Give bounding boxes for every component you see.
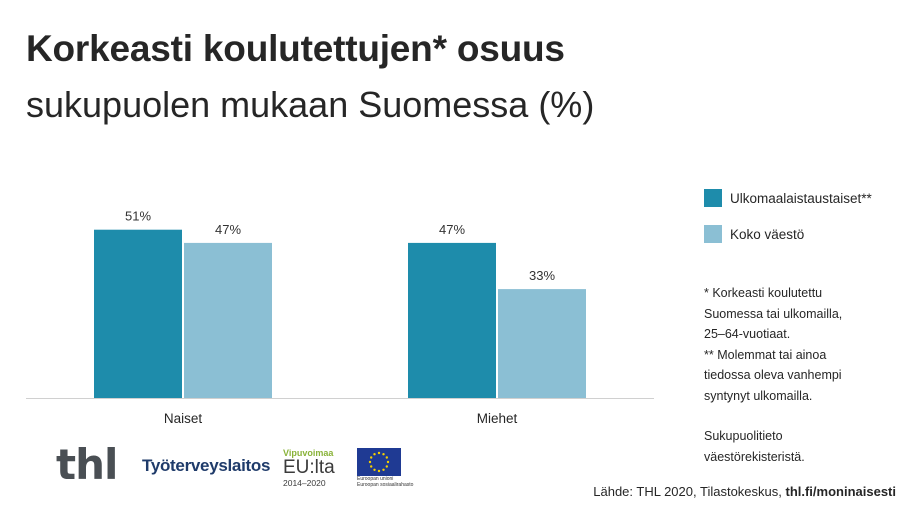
legend-label-series2: Koko väestö — [730, 226, 805, 242]
data-label: 33% — [529, 268, 555, 283]
bar-miehet-series1 — [408, 242, 496, 398]
data-label: 47% — [439, 222, 465, 237]
footnote-line: Suomessa tai ulkomailla, — [704, 306, 843, 321]
data-label: 51% — [125, 209, 151, 224]
footnote-line: syntynyt ulkomailla. — [704, 388, 813, 403]
x-tick-label: Naiset — [164, 411, 203, 426]
legend-swatch-series1 — [704, 189, 722, 207]
source-text: Lähde: THL 2020, Tilastokeskus, — [593, 484, 786, 499]
footnote-line: Sukupuolitieto — [704, 429, 783, 443]
legend-swatch-series2 — [704, 225, 722, 243]
legend-label-series1: Ulkomaalaistaustaiset** — [730, 190, 872, 206]
vipuvoimaa-logo-top: Vipuvoimaa — [283, 448, 334, 458]
legend-item-ulkomaalaistaustaiset: Ulkomaalaistaustaiset** — [704, 188, 872, 208]
chart-title: Korkeasti koulutettujen* osuus — [26, 28, 565, 69]
bar-naiset-series1 — [94, 229, 182, 398]
footnote-line: ** Molemmat tai ainoa — [704, 347, 827, 362]
eu-flag-icon — [357, 448, 401, 476]
tyoterveyslaitos-logo: Työterveyslaitos — [142, 456, 271, 475]
vipuvoimaa-logo-mid: EU:lta — [283, 457, 335, 478]
footnote-line: tiedossa oleva vanhempi — [704, 368, 842, 382]
eu-logo-subtext: Euroopan sosiaalirahasto — [357, 482, 414, 488]
bar-naiset-series2 — [184, 242, 272, 398]
footnote-line: * Korkeasti koulutettu — [704, 286, 823, 300]
footnotes: * Korkeasti koulutettu Suomessa tai ulko… — [704, 283, 904, 467]
footnote-line: väestörekisteristä. — [704, 449, 805, 464]
source-line: Lähde: THL 2020, Tilastokeskus, thl.fi/m… — [593, 484, 896, 499]
x-tick-label: Miehet — [477, 411, 518, 426]
eu-logo-text: Euroopan unioni — [357, 476, 394, 482]
legend: Ulkomaalaistaustaiset** Koko väestö — [704, 188, 872, 260]
vipuvoimaa-logo: Vipuvoimaa EU:lta 2014–2020 — [283, 448, 343, 488]
eu-logo: Euroopan unioni Euroopan sosiaalirahasto — [357, 448, 414, 488]
bar-chart: 51% 47% Naiset 47% 33% Miehet — [26, 209, 654, 426]
legend-item-koko-vaesto: Koko väestö — [704, 224, 872, 244]
chart-subtitle: sukupuolen mukaan Suomessa (%) — [26, 84, 595, 125]
footnote-line: 25–64-vuotiaat. — [704, 327, 791, 341]
thl-logo: thl — [56, 440, 118, 489]
data-label: 47% — [215, 222, 241, 237]
bar-miehet-series2 — [498, 289, 586, 398]
source-link[interactable]: thl.fi/moninaisesti — [785, 484, 896, 499]
vipuvoimaa-logo-years: 2014–2020 — [283, 478, 326, 488]
